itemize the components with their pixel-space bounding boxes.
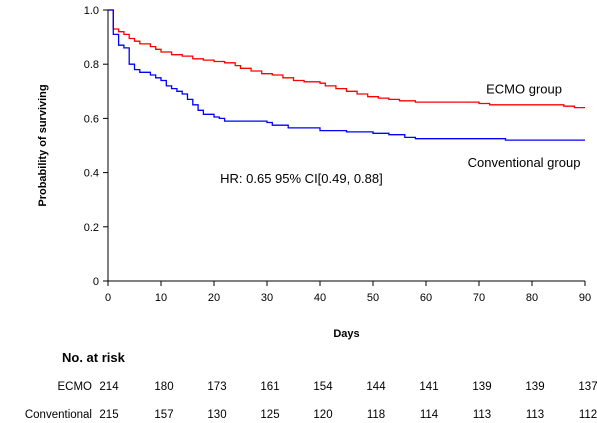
risk-value: 144 <box>366 381 386 393</box>
risk-value: 180 <box>154 381 173 393</box>
x-tick-label: 80 <box>526 292 538 304</box>
hazard-ratio-label: HR: 0.65 95% CI[0.49, 0.88] <box>220 171 383 186</box>
x-tick-label: 50 <box>367 292 379 304</box>
y-axis-title: Probability of surviving <box>37 84 49 206</box>
risk-value: 120 <box>313 409 332 421</box>
y-tick-label: 0.6 <box>84 113 99 125</box>
risk-value: 137 <box>578 381 597 393</box>
y-tick-label: 0.4 <box>84 168 99 180</box>
y-tick-label: 1.0 <box>84 5 99 17</box>
risk-value: 141 <box>419 381 438 393</box>
x-tick-label: 20 <box>208 292 220 304</box>
risk-table: ECMO 214 180 173 161 154 144 141 139 139 137 Conven… <box>25 381 597 421</box>
risk-value: 113 <box>473 409 491 421</box>
x-tick-label: 0 <box>105 292 111 304</box>
conventional-group-label: Conventional group <box>468 155 581 170</box>
ecmo-group-label: ECMO group <box>486 82 562 97</box>
risk-value: 118 <box>367 409 385 421</box>
risk-table-title: No. at risk <box>62 350 126 365</box>
y-tick-label: 0 <box>93 276 99 288</box>
risk-row-label: ECMO <box>58 381 93 393</box>
chart-annotations: ECMO group Conventional group HR: 0.65 95%… <box>220 82 580 186</box>
risk-value: 215 <box>99 409 118 421</box>
x-axis-ticks: 0 10 20 30 40 50 60 70 80 90 <box>105 281 591 304</box>
risk-value: 113 <box>526 409 544 421</box>
x-tick-label: 90 <box>579 292 591 304</box>
survival-curves <box>108 9 585 141</box>
y-tick-label: 0.2 <box>84 222 99 234</box>
risk-value: 139 <box>525 381 544 393</box>
risk-value: 214 <box>99 381 119 393</box>
risk-value: 157 <box>154 409 173 421</box>
risk-value: 112 <box>579 409 597 421</box>
risk-value: 154 <box>313 381 333 393</box>
x-axis-title: Days <box>333 328 359 340</box>
risk-row-label: Conventional <box>25 409 92 421</box>
x-tick-label: 60 <box>420 292 432 304</box>
risk-value: 125 <box>260 409 279 421</box>
risk-value: 161 <box>260 381 279 393</box>
x-tick-label: 40 <box>314 292 326 304</box>
y-tick-label: 0.8 <box>84 59 99 71</box>
risk-value: 139 <box>472 381 491 393</box>
survival-curve-conventional-group <box>108 9 585 141</box>
survival-curve-ecmo-group <box>108 9 585 109</box>
y-axis-ticks: 0 0.2 0.4 0.6 0.8 1.0 <box>84 5 108 288</box>
x-tick-label: 70 <box>473 292 485 304</box>
risk-value: 114 <box>420 409 439 421</box>
x-tick-label: 30 <box>261 292 273 304</box>
risk-value: 130 <box>207 409 226 421</box>
x-tick-label: 10 <box>155 292 167 304</box>
risk-value: 173 <box>207 381 226 393</box>
